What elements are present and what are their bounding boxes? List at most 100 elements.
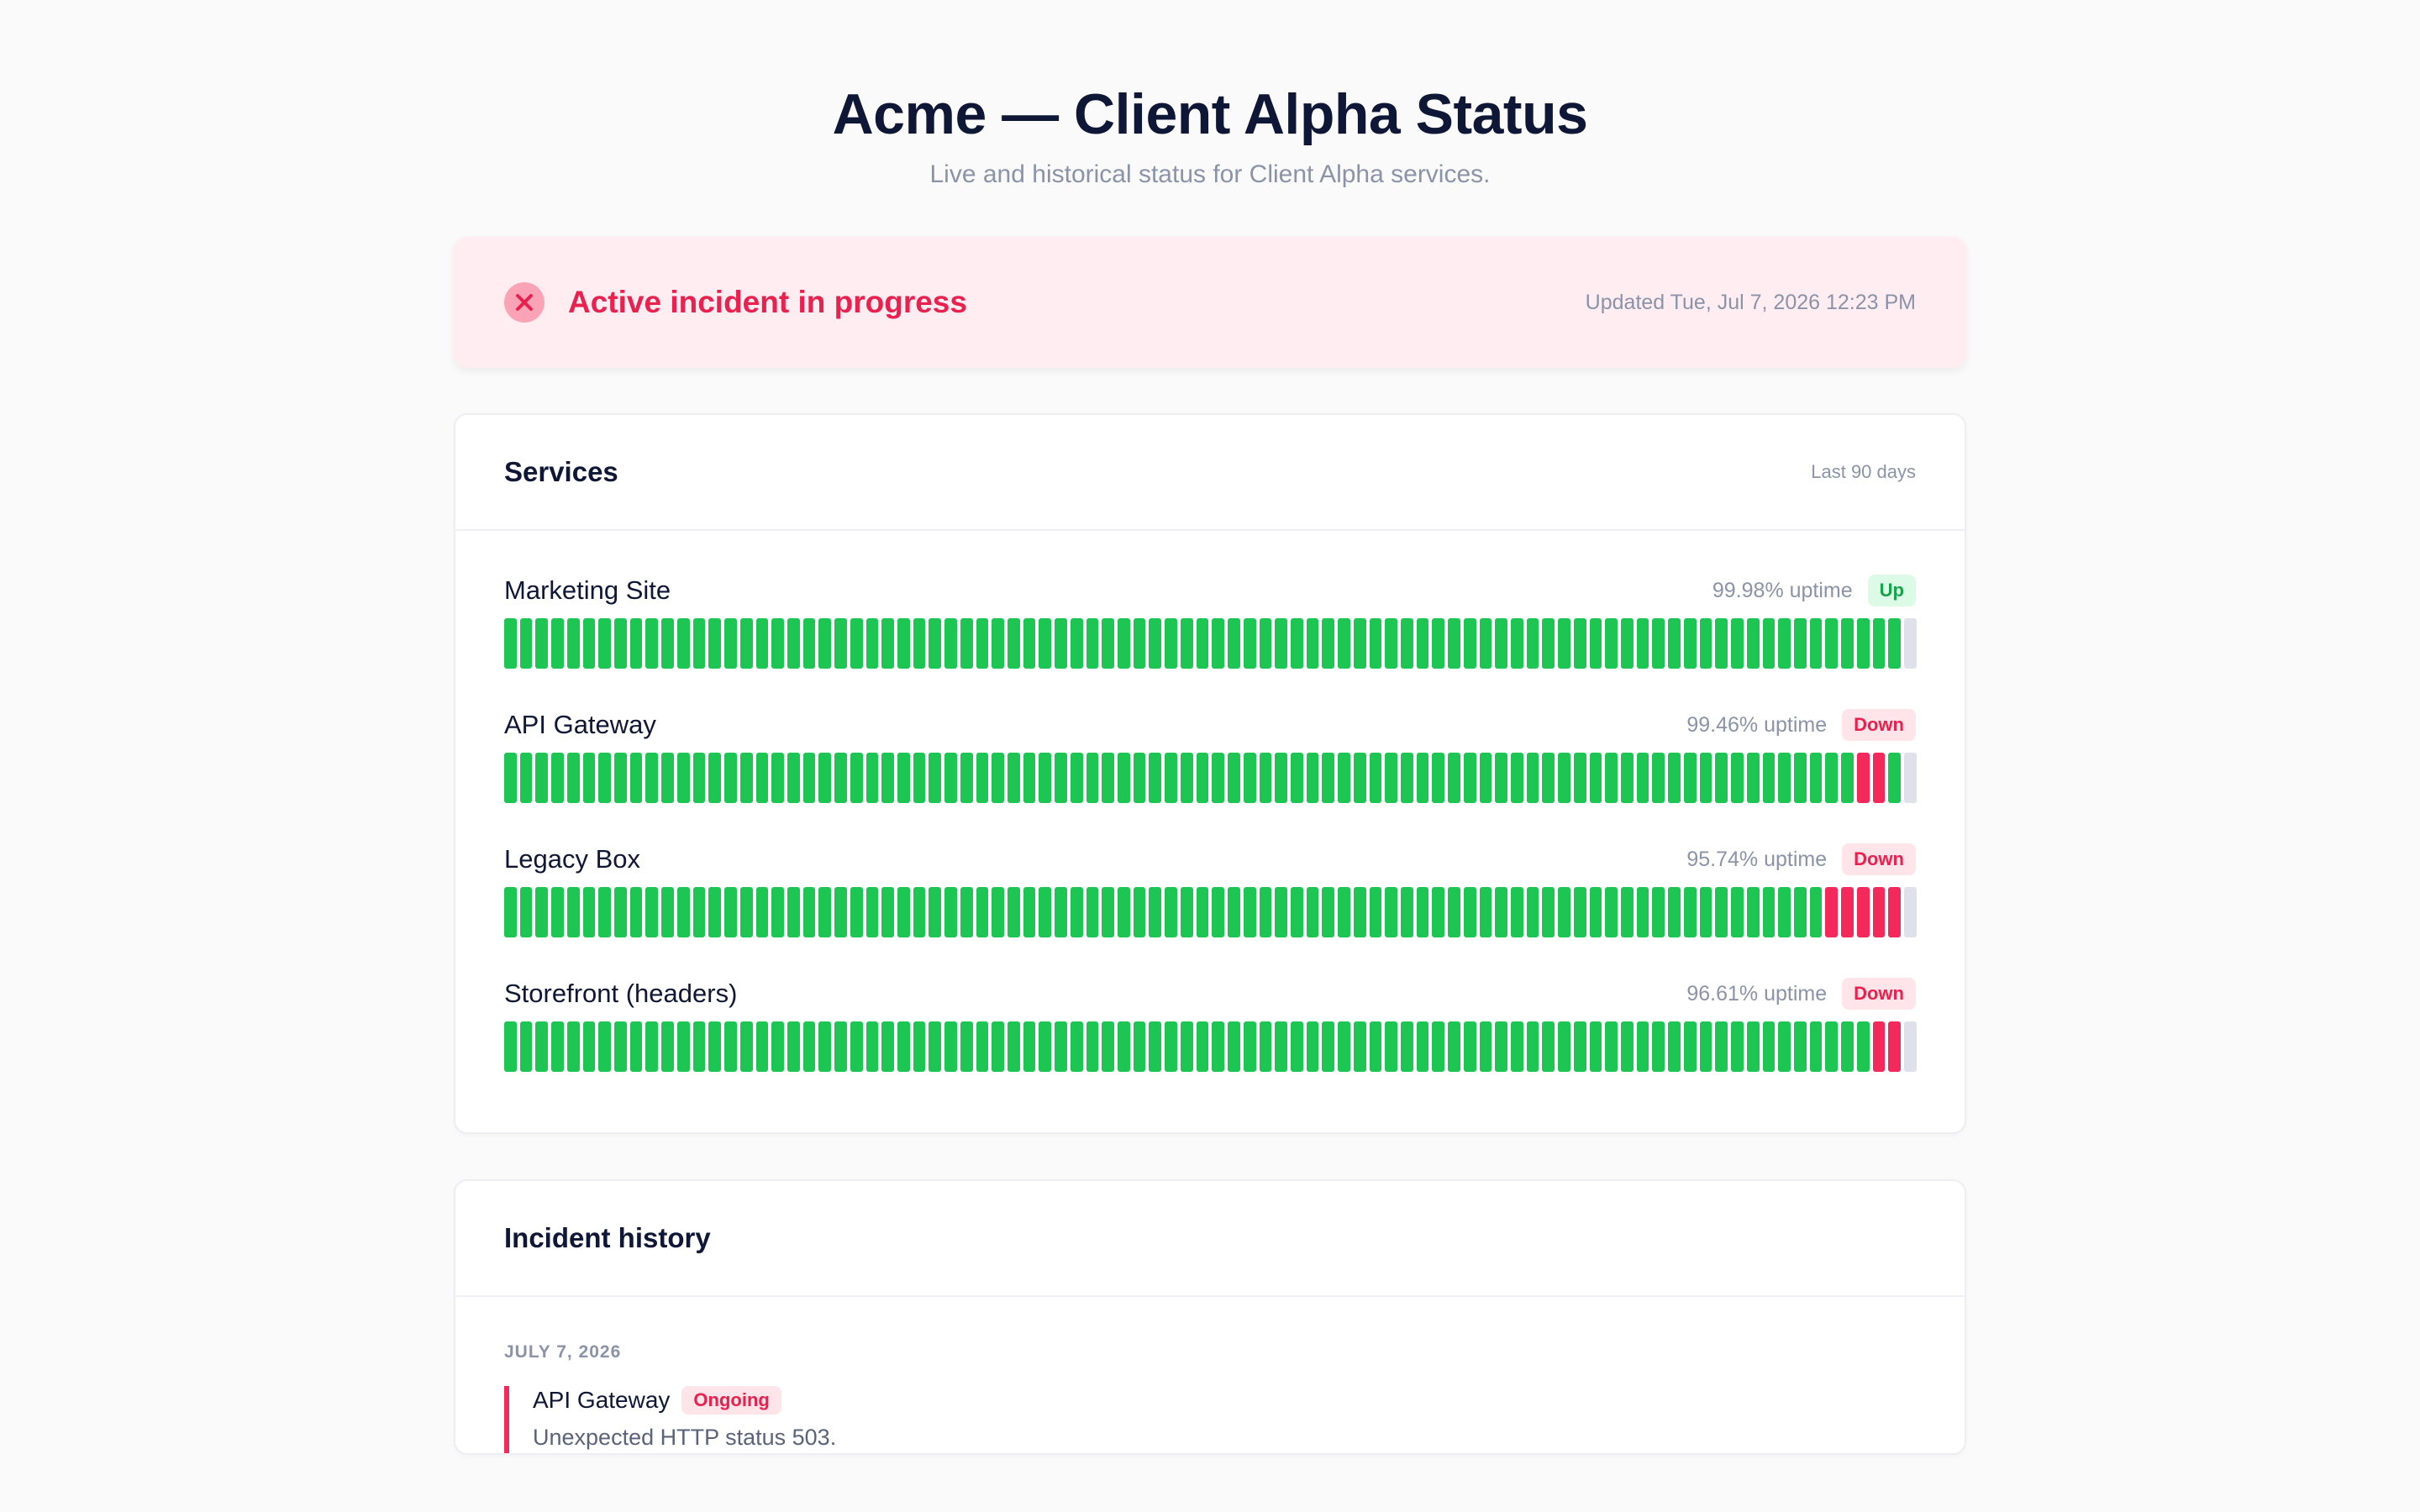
uptime-bar-up[interactable] [1228, 753, 1240, 803]
uptime-bar-up[interactable] [645, 887, 659, 937]
uptime-bar-up[interactable] [1683, 618, 1697, 669]
uptime-bar-up[interactable] [771, 887, 784, 937]
uptime-bar-up[interactable] [566, 887, 580, 937]
uptime-bar-up[interactable] [1448, 1021, 1460, 1072]
uptime-bar-up[interactable] [1243, 753, 1256, 803]
uptime-bar-up[interactable] [1196, 753, 1209, 803]
uptime-bar-up[interactable] [1511, 1021, 1523, 1072]
uptime-bar-up[interactable] [1070, 887, 1083, 937]
uptime-bar-up[interactable] [850, 753, 863, 803]
uptime-bar-up[interactable] [1196, 618, 1209, 669]
uptime-bar-up[interactable] [1621, 887, 1634, 937]
uptime-bar-up[interactable] [1526, 618, 1539, 669]
uptime-bar-up[interactable] [1746, 618, 1760, 669]
uptime-bar-up[interactable] [1212, 618, 1225, 669]
uptime-bar-up[interactable] [1511, 887, 1523, 937]
uptime-bar-up[interactable] [1243, 1021, 1256, 1072]
uptime-bar-up[interactable] [1872, 618, 1886, 669]
uptime-bar-up[interactable] [1369, 618, 1382, 669]
uptime-bar-up[interactable] [802, 1021, 816, 1072]
uptime-bar-up[interactable] [1400, 753, 1413, 803]
uptime-bar-up[interactable] [1605, 753, 1618, 803]
uptime-bar-up[interactable] [1102, 1021, 1115, 1072]
uptime-bar-up[interactable] [676, 753, 690, 803]
uptime-bar-up[interactable] [1731, 618, 1744, 669]
uptime-bar-up[interactable] [1762, 887, 1776, 937]
uptime-bar-up[interactable] [1039, 753, 1052, 803]
uptime-bar-up[interactable] [1715, 887, 1728, 937]
uptime-bar-up[interactable] [1511, 618, 1523, 669]
uptime-bar-up[interactable] [1039, 887, 1052, 937]
uptime-bar-up[interactable] [1055, 887, 1067, 937]
uptime-bar-up[interactable] [1290, 887, 1303, 937]
uptime-bar-up[interactable] [629, 1021, 643, 1072]
uptime-bar-up[interactable] [1259, 887, 1272, 937]
uptime-bar-up[interactable] [519, 887, 533, 937]
uptime-bar-up[interactable] [1652, 887, 1665, 937]
uptime-bar-up[interactable] [1825, 1021, 1839, 1072]
uptime-bar-up[interactable] [692, 618, 706, 669]
uptime-bar-up[interactable] [1809, 618, 1823, 669]
uptime-bar-up[interactable] [1118, 1021, 1130, 1072]
uptime-bar-up[interactable] [1275, 753, 1287, 803]
uptime-bar-up[interactable] [1055, 618, 1067, 669]
uptime-bar-up[interactable] [1526, 887, 1539, 937]
uptime-bar-up[interactable] [598, 753, 612, 803]
uptime-bar-up[interactable] [1762, 753, 1776, 803]
uptime-bar-up[interactable] [551, 753, 564, 803]
uptime-bar-up[interactable] [818, 887, 832, 937]
uptime-bar-up[interactable] [566, 618, 580, 669]
uptime-bar-up[interactable] [802, 618, 816, 669]
uptime-bar-up[interactable] [535, 753, 549, 803]
uptime-bar-up[interactable] [834, 887, 847, 937]
uptime-bar-up[interactable] [1416, 618, 1429, 669]
uptime-bar-up[interactable] [739, 753, 753, 803]
uptime-bar-up[interactable] [1463, 1021, 1476, 1072]
uptime-bar-up[interactable] [786, 753, 800, 803]
uptime-bar-up[interactable] [551, 887, 564, 937]
uptime-bar-up[interactable] [1778, 1021, 1791, 1072]
uptime-bar-up[interactable] [1228, 887, 1240, 937]
uptime-bar-up[interactable] [614, 887, 627, 937]
uptime-bar-up[interactable] [1070, 618, 1083, 669]
uptime-bar-up[interactable] [881, 753, 894, 803]
uptime-bar-up[interactable] [1306, 618, 1319, 669]
uptime-bar-up[interactable] [1306, 753, 1319, 803]
uptime-bar-up[interactable] [1023, 753, 1036, 803]
uptime-bar-down[interactable] [1872, 753, 1886, 803]
uptime-bar-up[interactable] [944, 753, 957, 803]
uptime-bar-up[interactable] [755, 887, 769, 937]
uptime-bar-up[interactable] [1007, 887, 1020, 937]
uptime-bar-down[interactable] [1825, 887, 1839, 937]
uptime-bar-up[interactable] [1432, 753, 1445, 803]
uptime-bar-up[interactable] [1133, 1021, 1146, 1072]
uptime-bar-up[interactable] [1102, 753, 1115, 803]
uptime-bar-up[interactable] [1888, 753, 1901, 803]
uptime-bar-up[interactable] [566, 1021, 580, 1072]
uptime-bar-up[interactable] [834, 1021, 847, 1072]
uptime-bar-up[interactable] [1463, 618, 1476, 669]
uptime-bar-up[interactable] [1102, 618, 1115, 669]
uptime-bar-up[interactable] [1636, 753, 1649, 803]
uptime-bar-up[interactable] [1621, 753, 1634, 803]
uptime-bar-up[interactable] [1668, 753, 1681, 803]
uptime-bar-up[interactable] [1322, 753, 1335, 803]
uptime-bar-up[interactable] [645, 753, 659, 803]
uptime-bar-up[interactable] [1463, 887, 1476, 937]
uptime-bar-up[interactable] [1385, 618, 1397, 669]
uptime-bar-up[interactable] [913, 1021, 926, 1072]
uptime-bar-up[interactable] [1448, 753, 1460, 803]
uptime-bar-up[interactable] [755, 618, 769, 669]
uptime-bar-up[interactable] [1196, 1021, 1209, 1072]
uptime-bar-up[interactable] [1055, 753, 1067, 803]
uptime-bar-up[interactable] [1479, 753, 1492, 803]
uptime-bar-up[interactable] [582, 887, 596, 937]
uptime-bar-up[interactable] [1699, 1021, 1712, 1072]
uptime-bar-up[interactable] [1290, 753, 1303, 803]
uptime-bar-up[interactable] [1841, 1021, 1854, 1072]
uptime-bar-up[interactable] [1102, 887, 1115, 937]
uptime-bar-up[interactable] [944, 618, 957, 669]
uptime-bar-up[interactable] [1180, 753, 1193, 803]
uptime-bar-up[interactable] [535, 887, 549, 937]
uptime-bar-up[interactable] [1338, 618, 1350, 669]
